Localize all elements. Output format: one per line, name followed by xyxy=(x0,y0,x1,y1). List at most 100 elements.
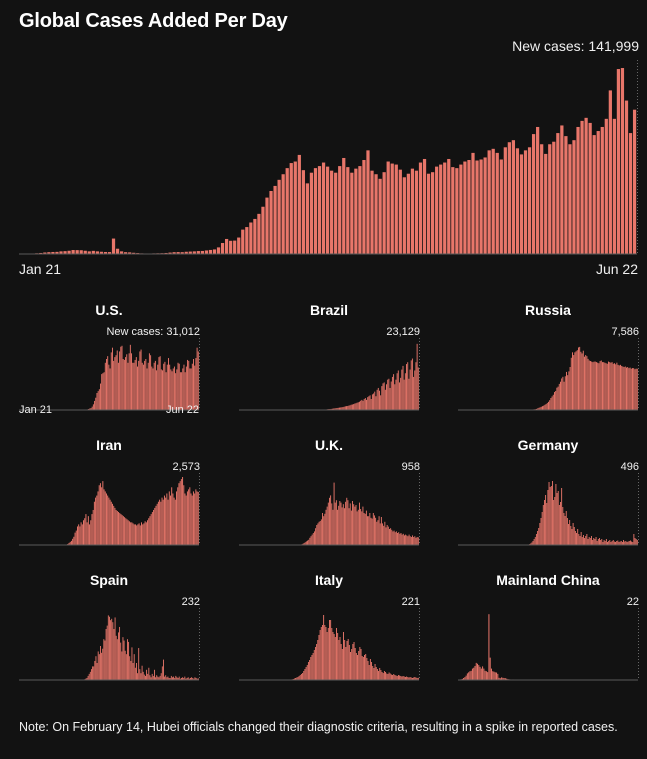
italy-bar xyxy=(414,677,416,680)
spain-bar xyxy=(175,675,177,680)
brazil-bar xyxy=(407,362,409,410)
iran-bar xyxy=(108,497,110,545)
global-bar xyxy=(499,159,503,254)
brazil-bar xyxy=(335,408,337,410)
us-bar xyxy=(110,352,112,410)
russia-bar xyxy=(608,361,609,410)
us-bar xyxy=(144,360,146,410)
china-bar xyxy=(465,675,467,680)
iran-bar xyxy=(105,493,107,545)
uk-bar xyxy=(379,523,381,545)
germany-bar xyxy=(624,541,626,545)
brazil-bar xyxy=(411,358,413,410)
brazil-bar xyxy=(344,406,346,410)
china-bar xyxy=(506,678,508,680)
brazil-bar xyxy=(347,405,349,410)
spain-bar xyxy=(174,677,176,680)
brazil-bar xyxy=(361,399,363,410)
uk-bar xyxy=(345,501,347,545)
germany-bar xyxy=(543,500,545,545)
us-cases-chart xyxy=(19,338,200,411)
us-bar xyxy=(101,374,103,410)
global-bar xyxy=(487,150,491,254)
italy-bar xyxy=(417,677,419,680)
germany-bar xyxy=(629,540,631,545)
global-bar xyxy=(406,173,410,254)
global-bar xyxy=(592,135,596,254)
uk-bar xyxy=(415,537,417,545)
uk-bar xyxy=(309,537,311,545)
panel-value-italy: 221 xyxy=(401,596,420,608)
spain-bar xyxy=(141,665,143,680)
russia-bar xyxy=(627,367,629,410)
italy-bar xyxy=(406,676,408,680)
brazil-bar xyxy=(331,408,333,410)
uk-bar xyxy=(315,528,317,545)
spain-bar xyxy=(91,669,92,680)
uk-bar xyxy=(383,525,385,545)
iran-bar xyxy=(182,477,184,545)
germany-bar xyxy=(592,540,594,545)
uk-bar xyxy=(359,502,360,545)
spain-bar xyxy=(123,640,125,680)
italy-bar xyxy=(340,644,342,680)
italy-bar xyxy=(313,650,315,680)
us-bar xyxy=(108,364,110,410)
global-bar xyxy=(439,164,443,254)
italy-bar xyxy=(385,672,387,680)
us-bar xyxy=(191,363,193,410)
brazil-bar xyxy=(351,404,353,410)
italy-bar xyxy=(407,677,409,680)
uk-bar xyxy=(344,508,345,545)
spain-bar xyxy=(106,625,108,680)
iran-bar xyxy=(89,524,91,545)
china-bar xyxy=(468,672,470,680)
italy-bar xyxy=(353,642,355,680)
us-bar xyxy=(197,351,199,410)
brazil-bar xyxy=(330,408,332,410)
iran-bar xyxy=(83,520,84,545)
us-bar xyxy=(122,359,124,410)
uk-bar xyxy=(412,535,413,545)
iran-bar xyxy=(85,514,87,545)
panel-x-end-label: Jun 22 xyxy=(165,404,199,416)
italy-bar xyxy=(386,673,388,680)
italy-bar xyxy=(402,676,404,680)
panel-value-iran: 2,573 xyxy=(172,461,200,473)
russia-bar xyxy=(587,358,589,410)
italy-bar xyxy=(397,675,399,680)
brazil-bar xyxy=(349,405,351,410)
italy-bar xyxy=(371,662,373,680)
germany-bar xyxy=(542,505,544,545)
uk-bar xyxy=(409,536,411,545)
global-bar xyxy=(471,152,475,254)
iran-bar xyxy=(165,497,167,545)
spain-bar xyxy=(147,673,149,680)
russia-bar xyxy=(628,368,630,410)
brazil-bar xyxy=(413,376,415,410)
russia-bar xyxy=(634,369,636,410)
russia-bar xyxy=(572,352,573,410)
italy-bar xyxy=(364,655,365,680)
iran-bar xyxy=(151,512,153,545)
global-bar xyxy=(124,252,128,254)
us-bar xyxy=(121,345,123,410)
iran-bar xyxy=(157,501,159,545)
italy-bar xyxy=(323,615,325,680)
germany-bar xyxy=(617,540,619,545)
global-bar xyxy=(67,250,71,254)
italy-bar xyxy=(373,668,375,680)
italy-bar xyxy=(390,674,392,680)
italy-bar xyxy=(337,633,339,680)
germany-bar xyxy=(613,541,615,545)
italy-bar xyxy=(343,632,344,680)
global-bar xyxy=(309,172,314,254)
iran-bar xyxy=(84,518,86,545)
global-bar xyxy=(612,118,616,254)
global-bar xyxy=(564,136,568,254)
uk-bar xyxy=(316,525,318,545)
brazil-bar xyxy=(417,367,419,410)
italy-bar xyxy=(350,652,351,680)
global-bar xyxy=(249,222,253,254)
italy-bar xyxy=(293,678,295,680)
